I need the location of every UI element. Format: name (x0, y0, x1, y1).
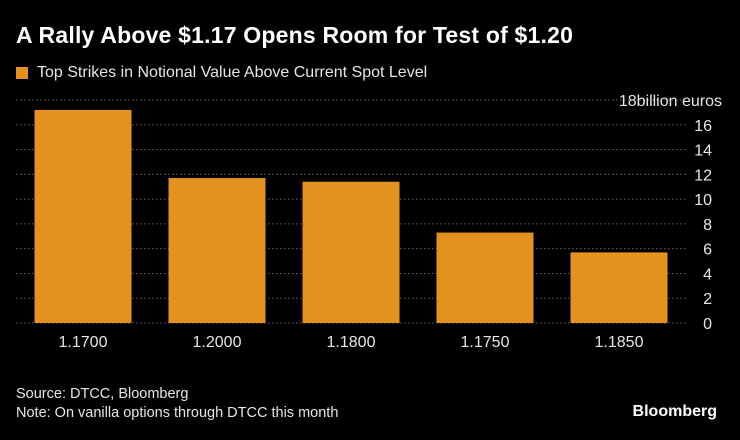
y-axis: 0 2 4 6 8 10 12 14 16 18billion euros (619, 93, 722, 333)
y-tick-label: 14 (694, 143, 712, 160)
y-axis-unit-label: 18billion euros (619, 93, 722, 110)
x-tick-label: 1.1800 (327, 334, 376, 351)
bars (34, 109, 668, 324)
footnote: Note: On vanilla options through DTCC th… (16, 405, 339, 421)
x-axis: 1.1700 1.2000 1.1800 1.1750 1.1850 (59, 334, 644, 351)
y-tick-label: 6 (703, 242, 712, 259)
bar (34, 109, 132, 324)
bloomberg-logo: Bloomberg (632, 403, 717, 420)
x-tick-label: 1.2000 (193, 334, 242, 351)
chart-title: A Rally Above $1.17 Opens Room for Test … (16, 22, 574, 48)
legend-swatch (16, 67, 28, 79)
y-tick-label: 2 (703, 291, 712, 308)
legend: Top Strikes in Notional Value Above Curr… (16, 64, 427, 82)
y-tick-label: 8 (703, 217, 712, 234)
legend-label: Top Strikes in Notional Value Above Curr… (37, 64, 428, 81)
bar (436, 232, 534, 323)
y-tick-label: 4 (703, 266, 712, 283)
y-tick-label: 0 (703, 316, 712, 333)
x-tick-label: 1.1750 (461, 334, 510, 351)
source-note: Source: DTCC, Bloomberg (16, 386, 189, 402)
bar (168, 178, 266, 323)
y-tick-label: 10 (694, 192, 712, 209)
bar (302, 181, 400, 323)
x-tick-label: 1.1700 (59, 334, 108, 351)
y-tick-label: 16 (694, 118, 712, 135)
footer-notes: Source: DTCC, Bloomberg Note: On vanilla… (16, 385, 338, 423)
bar (570, 252, 668, 323)
y-tick-label: 12 (694, 167, 712, 184)
x-tick-label: 1.1850 (595, 334, 644, 351)
